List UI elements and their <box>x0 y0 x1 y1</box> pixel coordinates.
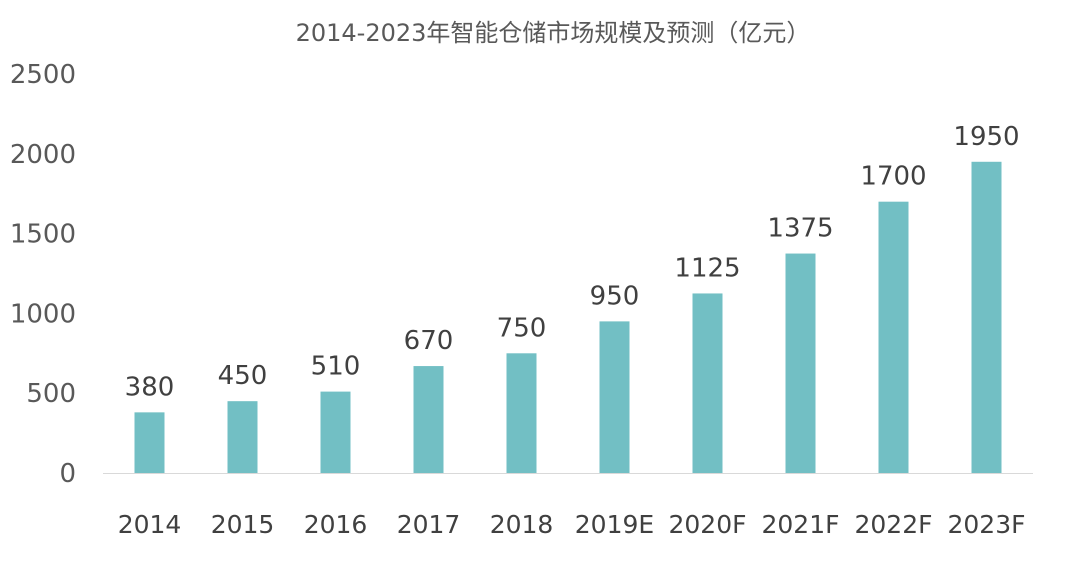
data-label-2019E: 950 <box>590 281 640 311</box>
bar-2018 <box>506 353 537 473</box>
x-tick-label-2014: 2014 <box>118 510 182 539</box>
y-tick-label: 1000 <box>10 299 76 329</box>
data-label-2022F: 1700 <box>860 162 926 192</box>
bar-2017 <box>413 366 444 473</box>
data-label-2016: 510 <box>311 352 361 382</box>
x-tick-label-2017: 2017 <box>397 510 461 539</box>
bar-2014 <box>134 412 165 473</box>
bars-group <box>134 161 1002 473</box>
bar-2021F <box>785 253 816 473</box>
bar-2022F <box>878 201 909 473</box>
x-tick-label-2018: 2018 <box>490 510 554 539</box>
x-axis: 2014 2015 2016 2017 2018 2019E 2020F 2021F 2022F… <box>118 510 1026 539</box>
bar-2016 <box>320 391 351 473</box>
bar-2023F <box>971 161 1002 473</box>
data-label-2023F: 1950 <box>953 122 1019 152</box>
chart-title: 2014-2023年智能仓储市场规模及预测（亿元） <box>296 19 811 47</box>
data-label-2018: 750 <box>497 313 547 343</box>
data-label-2020F: 1125 <box>674 253 740 283</box>
x-tick-label-2021F: 2021F <box>761 510 839 539</box>
x-tick-label-2019E: 2019E <box>575 510 654 539</box>
y-tick-label: 500 <box>26 379 76 409</box>
data-label-2017: 670 <box>404 326 454 356</box>
data-labels-group: 380 450 510 670 750 950 1125 1375 1700 1950 <box>125 122 1020 403</box>
y-tick-label: 1500 <box>10 220 76 250</box>
bar-2015 <box>227 401 258 473</box>
y-tick-label: 2500 <box>10 60 76 90</box>
data-label-2021F: 1375 <box>767 214 833 244</box>
bar-2020F <box>692 293 723 473</box>
x-tick-label-2022F: 2022F <box>854 510 932 539</box>
data-label-2014: 380 <box>125 372 175 402</box>
y-tick-label: 2000 <box>10 140 76 170</box>
y-tick-label: 0 <box>59 459 76 489</box>
x-tick-label-2016: 2016 <box>304 510 368 539</box>
y-axis: 0 500 1000 1500 2000 2500 <box>10 60 76 489</box>
x-tick-label-2020F: 2020F <box>668 510 746 539</box>
x-tick-label-2023F: 2023F <box>947 510 1025 539</box>
data-label-2015: 450 <box>218 361 268 391</box>
bar-2019E <box>599 321 630 473</box>
x-tick-label-2015: 2015 <box>211 510 275 539</box>
